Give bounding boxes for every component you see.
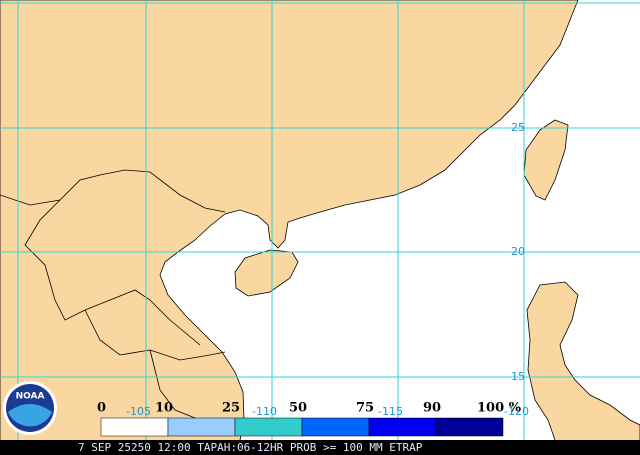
legend-swatch [435, 417, 504, 437]
philippines [526, 281, 640, 455]
legend-label: 100 % [477, 401, 522, 416]
taiwan [523, 119, 569, 201]
grid: 25 20 15 -105 -110 -115 -120 [0, 0, 640, 440]
caption: 7 SEP 25250 12:00 TAPAH:06-12HR PROB >= … [78, 441, 423, 454]
mainland [0, 0, 579, 455]
legend-label: 25 [222, 401, 240, 416]
logo-text: NOAA [16, 392, 45, 402]
legend-label: 90 [423, 401, 441, 416]
legend: 0 10 25 50 75 90 100 % [97, 401, 522, 437]
legend-swatch [234, 417, 303, 437]
legend-label: 75 [356, 401, 374, 416]
legend-label: 10 [155, 401, 173, 416]
legend-swatch [301, 417, 370, 437]
border [0, 169, 226, 213]
logo: NOAA [3, 381, 57, 435]
lon-label: -115 [378, 405, 403, 418]
lon-label: -105 [126, 405, 151, 418]
lat-label: 20 [511, 245, 525, 258]
caption-bar [0, 440, 640, 455]
legend-label: 50 [289, 401, 307, 416]
logo-wave [8, 404, 52, 427]
lon-label: -110 [252, 405, 277, 418]
legend-swatch [167, 417, 236, 437]
legend-swatch [100, 417, 169, 437]
lon-label: -120 [504, 405, 529, 418]
legend-swatch [368, 417, 437, 437]
border [24, 199, 201, 346]
lat-label: 15 [511, 370, 525, 383]
legend-label: 0 [97, 401, 106, 416]
hainan [234, 249, 299, 297]
border [149, 349, 201, 421]
lat-label: 25 [511, 121, 525, 134]
